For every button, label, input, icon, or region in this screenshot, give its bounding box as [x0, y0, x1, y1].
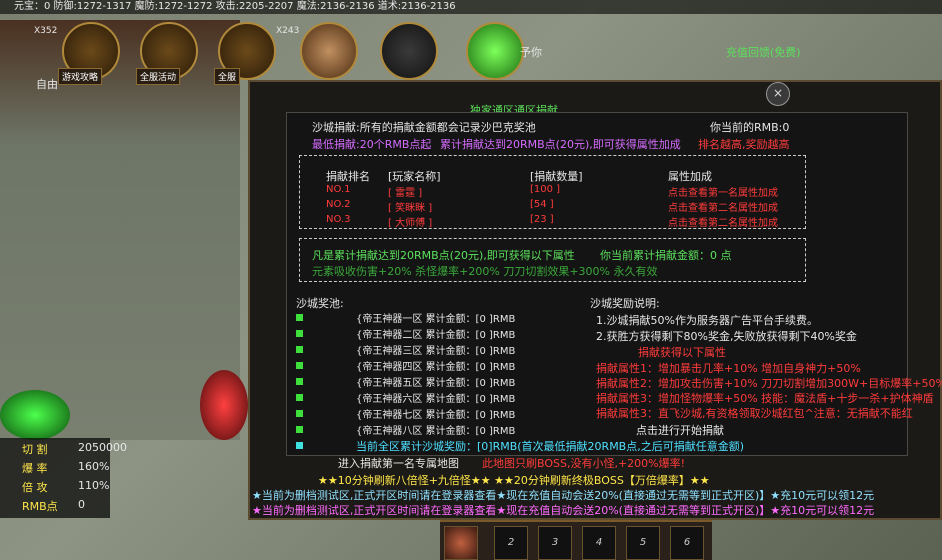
toolbar-slot[interactable]: 5: [626, 526, 660, 560]
pool-marker: [296, 330, 303, 337]
zoom-label: X352: [34, 26, 58, 36]
hud-button[interactable]: [300, 22, 358, 80]
rule: 1.沙城捐献50%作为服务器广告平台手续费。: [596, 314, 818, 327]
threshold: 凡是累计捐献达到20RMB点(20元),即可获得以下属性: [312, 249, 575, 262]
portal-red: [200, 370, 248, 440]
table-header: [捐献数量]: [530, 170, 583, 183]
bonus: 元素吸收伤害+20% 杀怪爆率+200% 刀刀切割效果+300% 永久有效: [312, 265, 658, 278]
hud-button[interactable]: [380, 22, 438, 80]
side-stats: [0, 438, 110, 518]
pool-row: {帝王神器六区 累计金额：[0 ]RMB: [356, 394, 516, 405]
table-cell[interactable]: 点击查看第一名属性加成: [668, 188, 778, 199]
pool-row: {帝王神器七区 累计金额：[0 ]RMB: [356, 410, 516, 421]
chat-line: ★★10分钟刷新八倍怪+九倍怪★★ ★★20分钟刷新终极BOSS【万倍爆率】★★: [318, 474, 710, 487]
chat-line: ★当前为删档测试区,正式开区时间请在登录器查看★现在充值自动会送20%(直接通过…: [252, 504, 875, 517]
table-cell: [ 雷霆 ]: [388, 188, 423, 199]
chat-line: ★当前为删档测试区,正式开区时间请在登录器查看★现在充值自动会送20%(直接通过…: [252, 489, 875, 502]
attr: 捐献属性3：直飞沙城,有资格领取沙城红包^注意：无捐献不能红: [596, 407, 913, 420]
map-enter[interactable]: 进入捐献第一名专属地图: [338, 457, 459, 470]
stat-value: 110%: [78, 479, 110, 492]
map-note: 此地图只刷BOSS,没有小怪,+200%爆率!: [482, 457, 686, 470]
hud-label[interactable]: 全服活动: [136, 68, 181, 85]
pool-marker: [296, 362, 303, 369]
stats-bar: 元宝：0 防御:1272-1317 魔防:1272-1272 攻击:2205-2…: [0, 0, 942, 14]
table-cell[interactable]: 点击查看第二名属性加成: [668, 218, 778, 229]
pool-row: {帝王神器八区 累计金额：[0 ]RMB: [356, 426, 516, 437]
pool-marker: [296, 442, 303, 449]
hud-text: 自由: [36, 78, 58, 91]
pool-marker: [296, 378, 303, 385]
toolbar-slot[interactable]: 2: [494, 526, 528, 560]
table-cell: NO.3: [326, 214, 351, 225]
stat-label: RMB点: [22, 500, 58, 513]
rank-table: [299, 155, 806, 229]
table-cell: [ 笑眯眯 ]: [388, 203, 433, 214]
stat-label: 切 割: [22, 443, 48, 456]
bonus-box: [299, 238, 806, 282]
intro: 沙城捐献:所有的捐献金额都会记录沙巴克奖池: [312, 121, 536, 134]
portal-green: [0, 390, 70, 440]
min-donation: 最低捐献:20个RMB点起: [312, 138, 432, 151]
pool-row: {帝王神器一区 累计金额：[0 ]RMB: [356, 314, 516, 325]
toolbar: [440, 520, 712, 560]
cumulative: 累计捐献达到20RMB点(20元),即可获得属性加成: [440, 138, 681, 151]
pool-marker: [296, 394, 303, 401]
hud-label[interactable]: 游戏攻略: [58, 68, 103, 85]
pool-marker: [296, 410, 303, 417]
toolbar-slot[interactable]: [444, 526, 478, 560]
stat-label: 爆 率: [22, 462, 48, 475]
table-cell: [100 ]: [530, 184, 561, 195]
all-zone: 当前全区累计沙城奖励：[0]RMB(首次最低捐献20RMB点,之后可捐献任意金额…: [356, 440, 745, 453]
start-button[interactable]: 点击进行开始捐献: [636, 424, 724, 437]
my-total: 你当前累计捐献金额：0 点: [600, 249, 732, 262]
table-header: [玩家名称]: [388, 170, 441, 183]
table-cell[interactable]: 点击查看第二名属性加成: [668, 203, 778, 214]
table-cell: NO.2: [326, 199, 351, 210]
stat-value: 0: [78, 498, 85, 511]
pool-row: {帝王神器四区 累计金额：[0 ]RMB: [356, 362, 516, 373]
pool-row: {帝王神器二区 累计金额：[0 ]RMB: [356, 330, 516, 341]
table-cell: [54 ]: [530, 199, 554, 210]
attr: 捐献属性2：增加攻击伤害+10% 刀刀切割增加300W+目标爆率+50%: [596, 377, 942, 390]
table-header: 捐献排名: [326, 170, 370, 183]
pool-row: {帝王神器三区 累计金额：[0 ]RMB: [356, 346, 516, 357]
current-rmb: 你当前的RMB:0: [710, 121, 790, 134]
attr: 捐献属性3：增加怪物爆率+50% 技能：魔法盾+十步一杀+护体神盾: [596, 392, 934, 405]
pool-title: 沙城奖池:: [296, 297, 344, 310]
scene-left: [0, 20, 240, 440]
pool-row: {帝王神器五区 累计金额：[0 ]RMB: [356, 378, 516, 389]
toolbar-slot[interactable]: 4: [582, 526, 616, 560]
pool-marker: [296, 346, 303, 353]
panel-inner: [286, 112, 908, 456]
rule: 2.获胜方获得剩下80%奖金,失败放获得剩下40%奖金: [596, 330, 857, 343]
stat-label: 倍 攻: [22, 481, 48, 494]
stat-value: 160%: [78, 460, 110, 473]
table-cell: [23 ]: [530, 214, 554, 225]
toolbar-slot[interactable]: 6: [670, 526, 704, 560]
hud-text: 予你: [520, 46, 542, 59]
hud-text[interactable]: 充值回馈(免费): [726, 46, 801, 59]
table-header: 属性加成: [668, 170, 712, 183]
attr: 捐献属性1：增加暴击几率+10% 增加自身神力+50%: [596, 362, 861, 375]
pool-marker: [296, 314, 303, 321]
toolbar-slot[interactable]: 3: [538, 526, 572, 560]
close-button[interactable]: ×: [766, 82, 790, 106]
rules-title: 沙城奖励说明:: [590, 297, 660, 310]
rank-note: 排名越高,奖励越高: [698, 138, 790, 151]
hud-button[interactable]: [466, 22, 524, 80]
hud-label[interactable]: 全服: [214, 68, 241, 85]
zoom-label: X243: [276, 26, 300, 36]
pool-marker: [296, 426, 303, 433]
attrs-title: 捐献获得以下属性: [638, 346, 726, 359]
table-cell: [ 大师傅 ]: [388, 218, 433, 229]
table-cell: NO.1: [326, 184, 351, 195]
stat-value: 2050000: [78, 441, 127, 454]
